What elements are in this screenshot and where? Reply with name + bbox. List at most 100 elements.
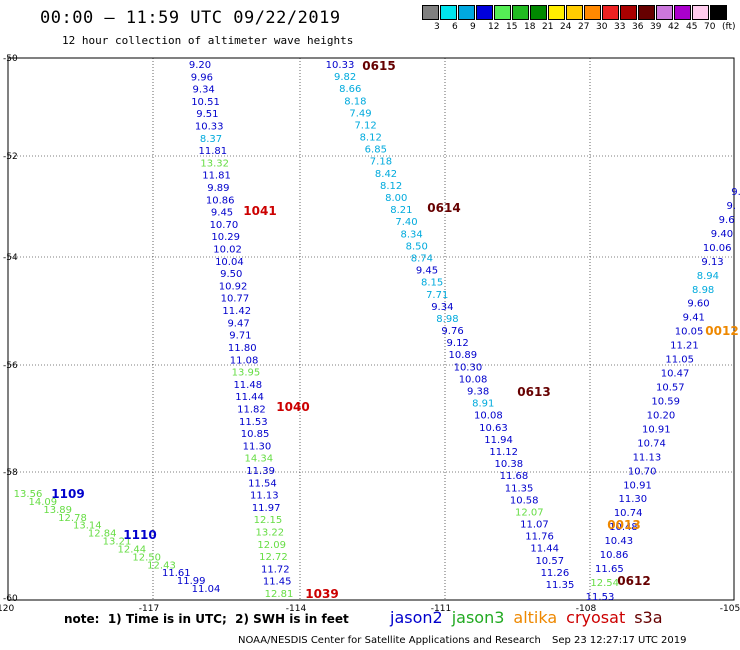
color-scale-label: 33: [614, 22, 626, 32]
swh-value-label: 9.6: [719, 215, 735, 226]
swh-value-label: 8.12: [380, 181, 402, 192]
swh-value-label: 10.91: [642, 424, 671, 435]
swh-value-label: 8.50: [406, 241, 428, 252]
swh-value-label: 8.15: [421, 278, 443, 289]
lon-tick-label: -111: [431, 604, 451, 614]
swh-value-label: 11.05: [665, 355, 694, 366]
swh-value-label: 12.84: [88, 529, 117, 540]
color-scale-label: 24: [560, 22, 572, 32]
swh-value-label: 9.51: [196, 109, 218, 120]
swh-value-label: 11.54: [248, 478, 277, 489]
color-scale-label: 9: [470, 22, 476, 32]
swh-value-label: 8.21: [390, 205, 412, 216]
color-swatch: [494, 5, 511, 20]
swh-value-label: 6.85: [365, 145, 387, 156]
swh-value-label: 13.95: [232, 368, 261, 379]
lon-tick-label: -105: [720, 604, 740, 614]
footer-note: note: 1) Time is in UTC; 2) SWH is in fe…: [64, 612, 349, 626]
swh-value-label: 13.21: [103, 537, 132, 548]
swh-value-label: 10.20: [647, 410, 676, 421]
color-scale-label: 6: [452, 22, 458, 32]
pass-time-label: 1041: [243, 204, 276, 218]
swh-value-label: 13.14: [73, 521, 102, 532]
swh-value-label: 9.: [727, 201, 737, 212]
swh-value-label: 11.44: [530, 544, 559, 555]
swh-value-label: 10.38: [495, 459, 524, 470]
pass-time-label: 1109: [51, 487, 84, 501]
swh-value-label: 12.15: [254, 515, 283, 526]
color-swatch: [548, 5, 565, 20]
swh-value-label: 11.04: [192, 584, 221, 595]
swh-value-label: 9.40: [711, 229, 733, 240]
swh-value-label: 11.68: [500, 471, 529, 482]
swh-value-label: 12.78: [58, 513, 87, 524]
swh-value-label: 10.08: [459, 374, 488, 385]
satellite-legend-item: altika: [513, 608, 558, 627]
swh-value-label: 12.50: [132, 552, 161, 563]
swh-value-label: 9.13: [701, 257, 723, 268]
color-swatch: [476, 5, 493, 20]
swh-value-label: 11.39: [246, 466, 275, 477]
swh-value-label: 11.21: [670, 341, 699, 352]
swh-value-label: 10.33: [195, 122, 224, 133]
swh-value-label: 11.65: [595, 564, 624, 575]
color-swatch: [530, 5, 547, 20]
swh-value-label: 8.42: [375, 169, 397, 180]
swh-value-label: 12.09: [257, 540, 286, 551]
swh-value-label: 9.38: [467, 387, 489, 398]
swh-value-label: 11.72: [261, 564, 290, 575]
color-swatch: [674, 5, 691, 20]
swh-value-label: 8.12: [360, 133, 382, 144]
credit-text: NOAA/NESDIS Center for Satellite Applica…: [238, 635, 541, 646]
satellite-legend-item: jason2: [390, 608, 443, 627]
lat-tick-label: -56: [3, 361, 18, 371]
swh-value-label: 7.12: [354, 120, 376, 131]
swh-value-label: 8.18: [344, 96, 366, 107]
swh-value-label: 12.43: [147, 560, 176, 571]
swh-value-label: 9.45: [211, 208, 233, 219]
lat-tick-label: -58: [3, 468, 18, 478]
swh-value-label: 7.71: [426, 290, 448, 301]
swh-value-label: 11.07: [520, 520, 549, 531]
swh-value-label: 10.29: [211, 232, 240, 243]
swh-value-label: 10.02: [213, 245, 242, 256]
swh-value-label: 9.47: [227, 318, 249, 329]
swh-value-label: 12.72: [259, 552, 288, 563]
swh-value-label: 8.37: [200, 134, 222, 145]
swh-value-label: 11.81: [199, 146, 228, 157]
swh-value-label: 14.34: [244, 454, 273, 465]
swh-value-label: 9.: [731, 187, 740, 198]
swh-value-label: 10.47: [661, 369, 690, 380]
swh-value-label: 13.32: [200, 158, 229, 169]
swh-value-label: 8.34: [400, 229, 422, 240]
swh-value-label: 10.85: [241, 429, 270, 440]
color-scale-label: 42: [668, 22, 680, 32]
swh-value-label: 8.66: [339, 84, 361, 95]
pass-time-label: 1039: [305, 587, 338, 601]
lon-tick-label: -117: [139, 604, 159, 614]
swh-value-label: 10.58: [510, 495, 539, 506]
swh-value-label: 11.35: [546, 580, 575, 591]
swh-value-label: 10.70: [210, 220, 239, 231]
color-swatch: [458, 5, 475, 20]
satellite-legend-item: s3a: [634, 608, 663, 627]
swh-value-label: 10.91: [623, 480, 652, 491]
swh-value-label: 10.92: [219, 281, 248, 292]
swh-value-label: 10.04: [215, 257, 244, 268]
pass-time-label: 0614: [427, 201, 460, 215]
swh-value-label: 7.18: [370, 157, 392, 168]
lat-tick-label: -52: [3, 152, 18, 162]
color-swatch: [638, 5, 655, 20]
swh-value-label: 13.22: [255, 527, 284, 538]
swh-value-label: 11.94: [484, 435, 513, 446]
swh-value-label: 7.49: [349, 108, 371, 119]
pass-time-label: 0012: [705, 324, 738, 338]
swh-value-label: 11.12: [489, 447, 518, 458]
swh-value-label: 10.43: [604, 536, 633, 547]
color-swatch: [620, 5, 637, 20]
color-scale-label: (ft): [722, 22, 736, 32]
satellite-legend: jason2 jason3 altika cryosat s3a: [390, 608, 672, 627]
pass-time-label: 1110: [123, 528, 156, 542]
swh-value-label: 12.07: [515, 507, 544, 518]
